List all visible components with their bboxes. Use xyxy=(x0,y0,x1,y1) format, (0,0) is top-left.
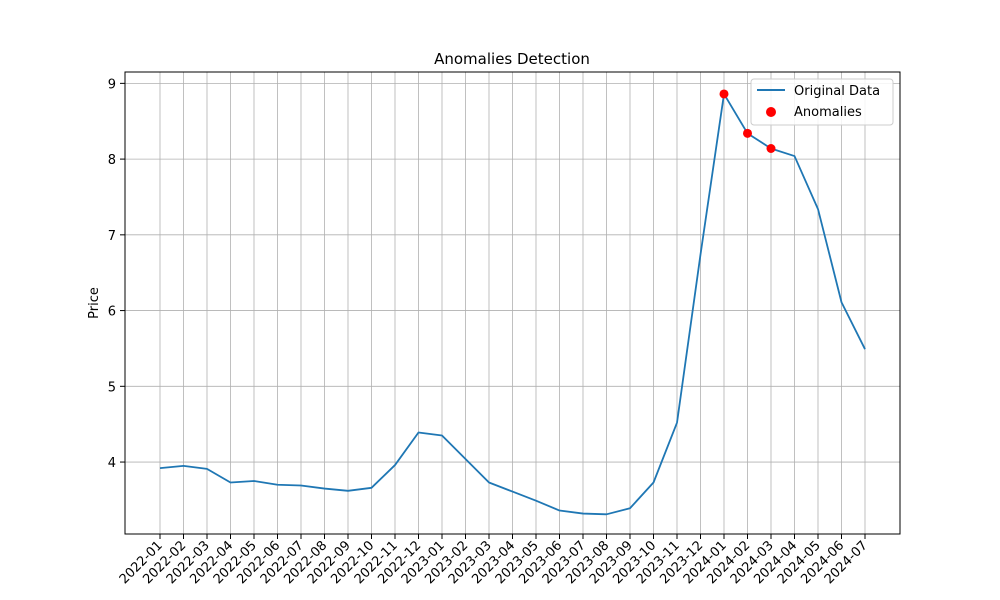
legend-label-original-data: Original Data xyxy=(794,84,880,99)
anomaly-layer xyxy=(719,89,776,153)
anomaly-point xyxy=(743,128,752,138)
legend-label-anomalies: Anomalies xyxy=(794,105,862,120)
legend-box xyxy=(750,78,894,126)
y-tick-label: 6 xyxy=(108,305,116,320)
y-tick-label: 5 xyxy=(108,380,116,395)
anomaly-point xyxy=(719,89,729,99)
grid-layer xyxy=(125,72,900,534)
y-tick-label: 9 xyxy=(108,77,116,92)
anomaly-point xyxy=(766,143,776,153)
y-tick-label: 4 xyxy=(108,456,116,471)
y-axis-label: Price xyxy=(87,287,102,319)
legend: Original Data Anomalies xyxy=(750,78,894,126)
legend-marker-swatch xyxy=(766,107,776,117)
y-tick-label: 7 xyxy=(108,229,116,244)
chart-title: Anomalies Detection xyxy=(434,50,590,68)
y-tick-label: 8 xyxy=(108,153,116,168)
